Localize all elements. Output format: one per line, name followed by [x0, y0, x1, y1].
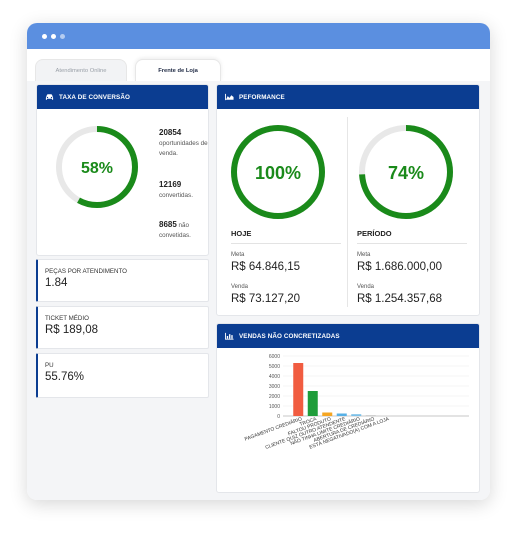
tab-frente-de-loja[interactable]: Frente de Loja — [135, 59, 221, 81]
conversion-card-header: TAXA DE CONVERSÃO — [37, 85, 208, 109]
y-tick-label: 1000 — [269, 404, 280, 410]
today-gauge: 100% — [231, 125, 325, 219]
store-tabs: Atendimento Online Frente de Loja — [35, 59, 221, 81]
y-tick-label: 3000 — [269, 384, 280, 390]
conversion-gauge: 58% — [56, 126, 138, 208]
performance-card-title: PEFORMANCE — [239, 93, 285, 101]
period-title: PERÍODO — [357, 229, 392, 238]
metric-label: TICKET MÉDIO — [45, 315, 89, 322]
opportunities-stat: 20854 oportunidades de venda. — [159, 127, 208, 159]
metric-label: PU — [45, 362, 54, 369]
not-converted-label-b: convetidas. — [159, 232, 191, 240]
conversion-percent: 58% — [81, 160, 113, 177]
window-titlebar — [27, 23, 490, 49]
period-meta-value: R$ 1.686.000,00 — [357, 261, 443, 273]
bar — [351, 414, 362, 416]
converted-label: convertidas. — [159, 192, 193, 200]
metric-value: R$ 189,08 — [45, 324, 99, 336]
gauge-progress — [359, 125, 453, 219]
today-sale-value: R$ 73.127,20 — [231, 293, 301, 305]
dashboard-content: TAXA DE CONVERSÃO 58% 20854 oportunidade… — [27, 81, 490, 500]
tab-atendimento-online[interactable]: Atendimento Online — [35, 59, 127, 81]
bar-chart-icon — [225, 332, 234, 340]
bar — [307, 391, 318, 416]
y-tick-label: 6000 — [269, 354, 280, 360]
metric-card-pu: PU 55.76% — [36, 353, 209, 398]
conversion-card: TAXA DE CONVERSÃO 58% 20854 oportunidade… — [36, 84, 209, 256]
performance-card: PEFORMANCE 100% 74% HOJE Meta R$ 64.846,… — [216, 84, 480, 316]
y-tick-label: 0 — [277, 414, 280, 420]
divider — [357, 243, 467, 244]
window-dot-icon[interactable] — [42, 33, 47, 39]
lost-sales-card-title: VENDAS NÃO CONCRETIZADAS — [239, 332, 340, 340]
metric-card-pecas: PEÇAS POR ATENDIMENTO 1.84 — [36, 259, 209, 302]
window-dot-icon[interactable] — [51, 33, 56, 39]
converted-number: 12169 — [159, 180, 182, 189]
divider — [231, 243, 341, 244]
period-sale-label: Venda — [357, 284, 375, 290]
window-dot-icon[interactable] — [60, 33, 65, 39]
lost-sales-card-header: VENDAS NÃO CONCRETIZADAS — [217, 324, 479, 348]
today-meta-label: Meta — [231, 252, 245, 258]
car-icon — [45, 94, 54, 100]
today-percent: 100% — [255, 163, 301, 183]
metric-label: PEÇAS POR ATENDIMENTO — [45, 268, 127, 275]
converted-stat: 12169 convertidas. — [159, 179, 193, 201]
metric-value: 1.84 — [45, 277, 68, 289]
gauge-progress — [56, 126, 138, 208]
metric-value: 55.76% — [45, 371, 85, 383]
period-sale-value: R$ 1.254.357,68 — [357, 293, 443, 305]
x-tick-label: TROCA — [299, 416, 318, 428]
not-converted-label-a: não — [176, 222, 190, 229]
y-tick-label: 5000 — [269, 364, 280, 370]
lost-sales-card: VENDAS NÃO CONCRETIZADAS 0 1000 2000 3000 40… — [216, 323, 480, 493]
metric-card-ticket: TICKET MÉDIO R$ 189,08 — [36, 306, 209, 349]
not-converted-stat: 8685 não convetidas. — [159, 219, 191, 241]
column-divider — [347, 117, 348, 307]
bar — [365, 415, 376, 416]
bar — [336, 413, 347, 416]
today-sale-label: Venda — [231, 284, 249, 290]
today-meta-value: R$ 64.846,15 — [231, 261, 301, 273]
opportunities-number: 20854 — [159, 128, 182, 137]
y-tick-label: 2000 — [269, 394, 280, 400]
not-converted-number: 8685 — [159, 220, 177, 229]
opportunities-label: oportunidades de venda. — [159, 140, 208, 158]
bar — [322, 412, 333, 416]
period-meta-label: Meta — [357, 252, 371, 258]
gauge-progress — [231, 125, 325, 219]
period-gauge: 74% — [359, 125, 453, 219]
period-percent: 74% — [388, 163, 424, 183]
today-title: HOJE — [231, 229, 252, 238]
conversion-card-title: TAXA DE CONVERSÃO — [59, 93, 130, 101]
area-chart-icon — [225, 93, 234, 101]
y-tick-label: 4000 — [269, 374, 280, 380]
performance-card-header: PEFORMANCE — [217, 85, 479, 109]
bar — [293, 363, 304, 416]
app-window: Atendimento Online Frente de Loja TAXA D… — [27, 23, 490, 500]
